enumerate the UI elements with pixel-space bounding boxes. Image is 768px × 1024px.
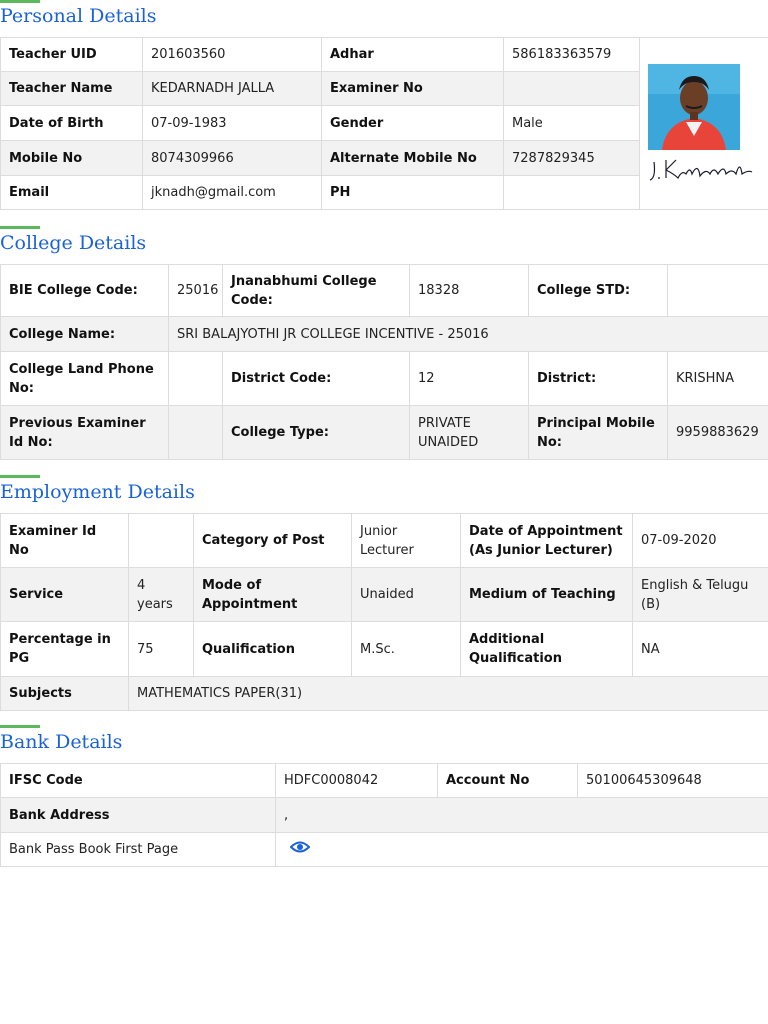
percentage-in-pg-label: Percentage in PG bbox=[0, 621, 129, 677]
bank-details-table: IFSC Code HDFC0008042 Account No 5010064… bbox=[0, 763, 768, 867]
email-label: Email bbox=[0, 175, 143, 210]
employment-details-title: Employment Details bbox=[0, 481, 195, 503]
teacher-uid-label: Teacher UID bbox=[0, 37, 143, 72]
signature-image bbox=[648, 156, 760, 184]
district-code-label: District Code: bbox=[222, 351, 410, 406]
photo-cell bbox=[639, 37, 768, 210]
previous-examiner-label: Previous Examiner Id No: bbox=[0, 405, 169, 460]
teacher-photo bbox=[648, 64, 740, 150]
adhar-label: Adhar bbox=[321, 37, 504, 72]
college-details-table: BIE College Code: 25016 Jnanabhumi Colle… bbox=[0, 264, 768, 460]
college-type-label: College Type: bbox=[222, 405, 410, 460]
medium-of-teaching-value: English & Telugu (B) bbox=[632, 567, 768, 622]
account-no-label: Account No bbox=[437, 763, 578, 798]
mobile-no-value: 8074309966 bbox=[142, 140, 322, 176]
section-accent-rule bbox=[0, 0, 40, 3]
college-land-phone-value bbox=[168, 351, 223, 406]
teacher-name-label: Teacher Name bbox=[0, 71, 143, 106]
college-std-label: College STD: bbox=[528, 264, 668, 317]
additional-qualification-value: NA bbox=[632, 621, 768, 677]
dob-label: Date of Birth bbox=[0, 105, 143, 141]
bie-college-code-label: BIE College Code: bbox=[0, 264, 169, 317]
personal-details-table: Teacher UID 201603560 Adhar 586183363579 bbox=[0, 37, 768, 210]
teacher-uid-value: 201603560 bbox=[142, 37, 322, 72]
district-label: District: bbox=[528, 351, 668, 406]
dob-value: 07-09-1983 bbox=[142, 105, 322, 141]
bank-passbook-cell bbox=[275, 832, 768, 867]
account-no-value: 50100645309648 bbox=[577, 763, 768, 798]
ph-label: PH bbox=[321, 175, 504, 210]
additional-qualification-label: Additional Qualification bbox=[460, 621, 633, 677]
bank-address-value: , bbox=[275, 797, 768, 833]
ifsc-code-label: IFSC Code bbox=[0, 763, 276, 798]
college-type-value: PRIVATE UNAIDED bbox=[409, 405, 529, 460]
ifsc-code-value: HDFC0008042 bbox=[275, 763, 438, 798]
mobile-no-label: Mobile No bbox=[0, 140, 143, 176]
eye-icon[interactable] bbox=[289, 840, 311, 860]
college-details-title: College Details bbox=[0, 232, 147, 254]
category-of-post-label: Category of Post bbox=[193, 513, 352, 568]
ph-value bbox=[503, 175, 640, 210]
college-std-value bbox=[667, 264, 768, 317]
employment-details-table: Examiner Id No Category of Post Junior L… bbox=[0, 513, 768, 711]
district-code-value: 12 bbox=[409, 351, 529, 406]
college-name-label: College Name: bbox=[0, 316, 169, 352]
category-of-post-value: Junior Lecturer bbox=[351, 513, 461, 568]
medium-of-teaching-label: Medium of Teaching bbox=[460, 567, 633, 622]
jnanabhumi-code-label: Jnanabhumi College Code: bbox=[222, 264, 410, 317]
subjects-value: MATHEMATICS PAPER(31) bbox=[128, 676, 768, 711]
mode-of-appointment-label: Mode of Appointment bbox=[193, 567, 352, 622]
bank-passbook-label: Bank Pass Book First Page bbox=[0, 832, 276, 867]
section-accent-rule bbox=[0, 226, 40, 229]
college-land-phone-label: College Land Phone No: bbox=[0, 351, 169, 406]
bank-details-title: Bank Details bbox=[0, 731, 123, 753]
jnanabhumi-code-value: 18328 bbox=[409, 264, 529, 317]
principal-mobile-value: 9959883629 bbox=[667, 405, 768, 460]
qualification-label: Qualification bbox=[193, 621, 352, 677]
gender-label: Gender bbox=[321, 105, 504, 141]
subjects-label: Subjects bbox=[0, 676, 129, 711]
examiner-no-label: Examiner No bbox=[321, 71, 504, 106]
percentage-in-pg-value: 75 bbox=[128, 621, 194, 677]
service-value: 4 years bbox=[128, 567, 194, 622]
adhar-value: 586183363579 bbox=[503, 37, 640, 72]
alternate-mobile-label: Alternate Mobile No bbox=[321, 140, 504, 176]
bank-address-label: Bank Address bbox=[0, 797, 276, 833]
service-label: Service bbox=[0, 567, 129, 622]
examiner-id-value bbox=[128, 513, 194, 568]
gender-value: Male bbox=[503, 105, 640, 141]
bie-college-code-value: 25016 bbox=[168, 264, 223, 317]
date-of-appointment-value: 07-09-2020 bbox=[632, 513, 768, 568]
date-of-appointment-label: Date of Appointment (As Junior Lecturer) bbox=[460, 513, 633, 568]
email-value: jknadh@gmail.com bbox=[142, 175, 322, 210]
previous-examiner-value bbox=[168, 405, 223, 460]
district-value: KRISHNA bbox=[667, 351, 768, 406]
alternate-mobile-value: 7287829345 bbox=[503, 140, 640, 176]
examiner-no-value bbox=[503, 71, 640, 106]
section-accent-rule bbox=[0, 725, 40, 728]
mode-of-appointment-value: Unaided bbox=[351, 567, 461, 622]
principal-mobile-label: Principal Mobile No: bbox=[528, 405, 668, 460]
qualification-value: M.Sc. bbox=[351, 621, 461, 677]
examiner-id-label: Examiner Id No bbox=[0, 513, 129, 568]
personal-details-title: Personal Details bbox=[0, 5, 157, 27]
section-accent-rule bbox=[0, 475, 40, 478]
college-name-value: SRI BALAJYOTHI JR COLLEGE INCENTIVE - 25… bbox=[168, 316, 768, 352]
teacher-name-value: KEDARNADH JALLA bbox=[142, 71, 322, 106]
